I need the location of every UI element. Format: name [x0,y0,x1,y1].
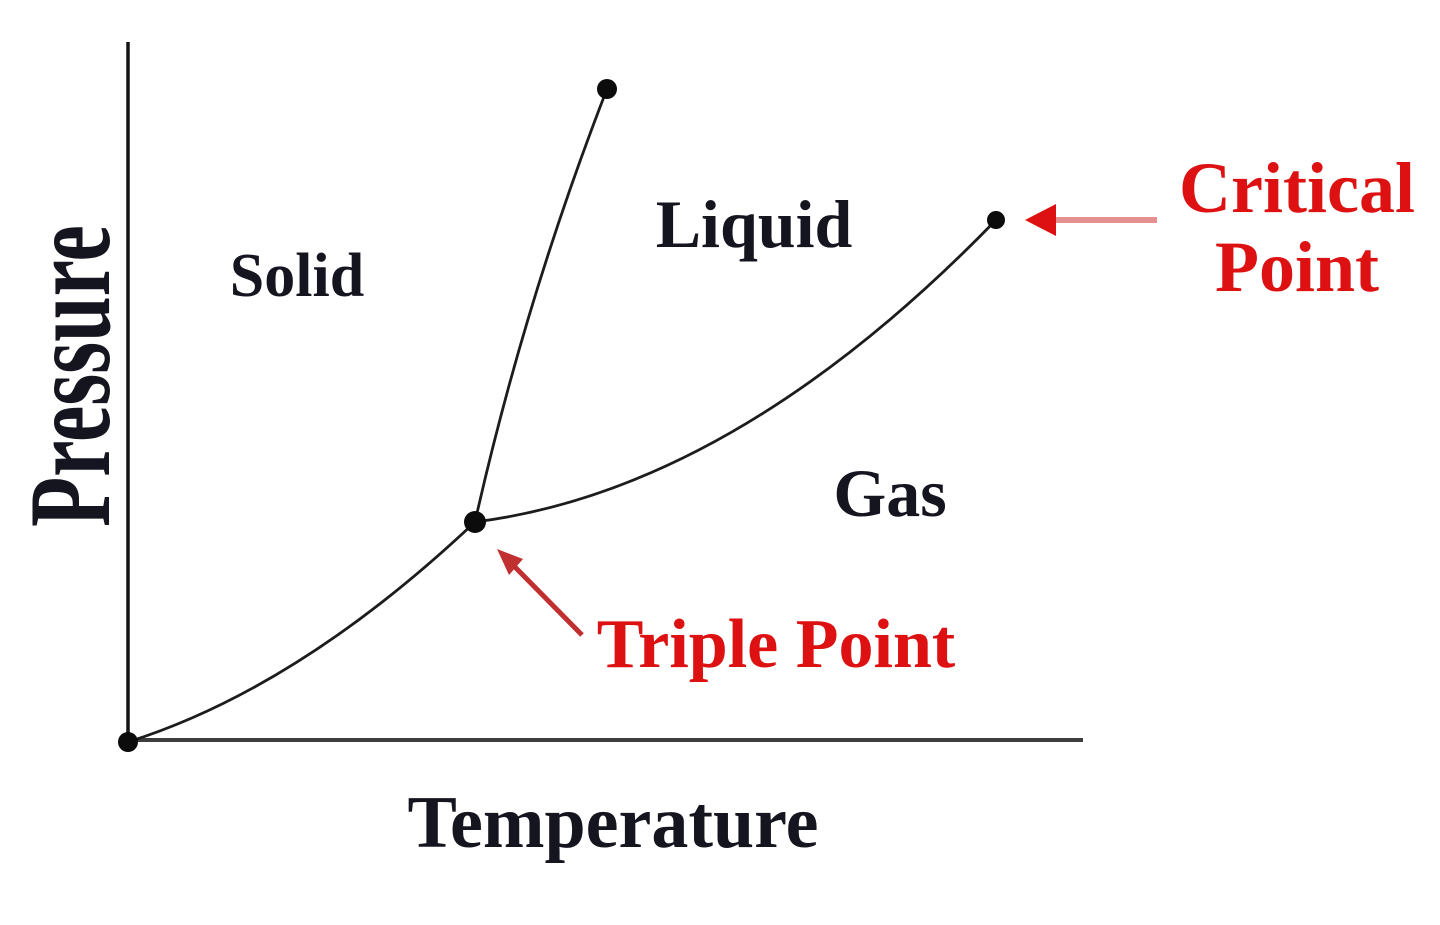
y-axis-label: Pressure [4,225,135,527]
critical-point-label: Critical Point [1179,149,1415,307]
critical-point-label-line2: Point [1214,227,1379,307]
sublimation-curve [127,520,476,744]
triple-arrow-head [497,549,523,575]
vaporization-curve [474,219,998,524]
triple-point-label: Triple Point [596,606,956,683]
triple-arrow-shaft [511,563,584,637]
fusion-top-dot [597,79,617,99]
origin-dot [118,732,138,752]
region-label-solid: Solid [229,242,365,310]
fusion-curve [473,88,609,523]
critical-point-dot [987,211,1005,229]
critical-point-label-line1: Critical [1179,148,1415,228]
critical-arrow-head [1025,204,1056,236]
x-axis-label: Temperature [407,782,819,864]
region-label-liquid: Liquid [655,186,853,262]
region-label-gas: Gas [833,455,947,531]
triple-point-dot [464,511,486,533]
